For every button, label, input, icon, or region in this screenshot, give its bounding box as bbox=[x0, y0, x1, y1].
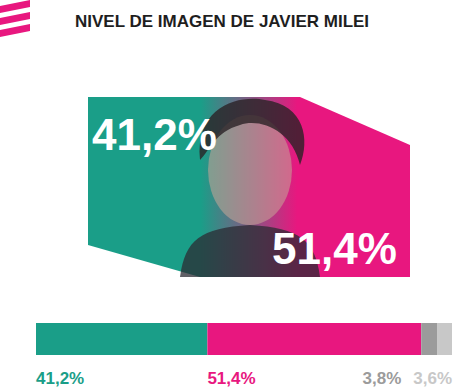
bar-marks bbox=[36, 323, 452, 355]
chart-root: NIVEL DE IMAGEN DE JAVIER MILEI 41,2% 51,4… bbox=[0, 0, 474, 391]
bar-segment bbox=[36, 323, 207, 355]
bar-segment bbox=[421, 323, 437, 355]
data-label: 41,2% bbox=[36, 369, 84, 388]
big-value-label: 51,4% bbox=[272, 224, 397, 273]
logo-stripe bbox=[0, 24, 30, 37]
data-label: 3,8% bbox=[363, 369, 402, 388]
logo-stripe bbox=[0, 12, 30, 25]
logo bbox=[0, 0, 30, 37]
data-label: 3,6% bbox=[413, 369, 452, 388]
data-label: 51,4% bbox=[207, 369, 255, 388]
title: NIVEL DE IMAGEN DE JAVIER MILEI bbox=[75, 12, 369, 31]
big-value-label: 41,2% bbox=[92, 110, 217, 159]
logo-stripe bbox=[0, 0, 30, 13]
bar-segment bbox=[207, 323, 421, 355]
bar-segment bbox=[437, 323, 452, 355]
photo-panel bbox=[88, 97, 410, 277]
photo-background bbox=[88, 97, 410, 277]
